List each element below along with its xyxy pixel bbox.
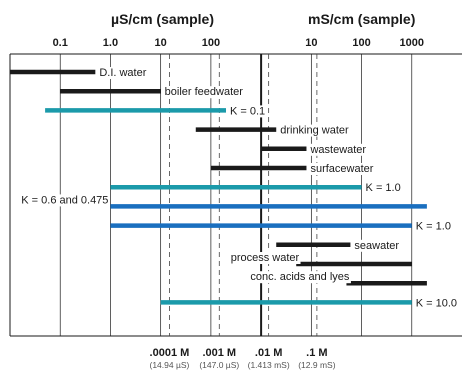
range-label-background [279, 124, 351, 137]
concentration-sublabel: (147.0 µS) [199, 360, 239, 370]
range-label-background [249, 271, 351, 284]
range-label: D.I. water [99, 67, 146, 79]
range-label-background [308, 143, 368, 156]
range-label-background [309, 163, 375, 175]
concentration-marker-lines [169, 54, 318, 336]
x-tick-label: 100 [352, 37, 370, 49]
concentration-sublabel: (12.9 mS) [298, 360, 335, 370]
range-label-background [98, 67, 148, 79]
decade-gridlines [59, 54, 413, 336]
range-label: boiler feedwater [165, 86, 244, 98]
concentration-labels: .0001 M(14.94 µS).001 M(147.0 µS).01 M(1… [149, 347, 335, 370]
concentration-sublabel: (1.413 mS) [248, 360, 290, 370]
range-label: conc. acids and lyes [250, 271, 350, 283]
x-tick-label: 0.1 [53, 37, 68, 49]
concentration-label: .0001 M [150, 347, 190, 359]
range-label-background [414, 297, 459, 310]
range-label: K = 1.0 [416, 221, 451, 233]
x-tick-label: 10 [305, 37, 317, 49]
x-tick-label: 1.0 [103, 37, 118, 49]
left-unit-header: µS/cm (sample) [111, 11, 214, 27]
range-label: process water [231, 252, 300, 264]
concentration-label: .01 M [255, 347, 283, 359]
range-label: K = 0.1 [230, 105, 265, 117]
x-tick-label: 100 [202, 37, 220, 49]
range-label-background [364, 182, 402, 195]
range-label-background [414, 220, 452, 233]
range-label: wastewater [309, 144, 366, 156]
range-label: K = 10.0 [416, 297, 457, 309]
x-tick-label: 10 [155, 37, 167, 49]
range-bars: D.I. water boiler feedwater K = 0.1 drinkin… [10, 67, 459, 310]
range-label-background [20, 194, 110, 207]
range-label: surfacewater [310, 163, 373, 175]
concentration-label: .001 M [202, 347, 236, 359]
right-unit-header: mS/cm (sample) [308, 11, 415, 27]
range-label: seawater [354, 240, 399, 252]
range-label-background [229, 105, 267, 118]
range-label-background [163, 86, 245, 99]
range-label-background [353, 239, 401, 252]
concentration-label: .1 M [306, 347, 327, 359]
concentration-sublabel: (14.94 µS) [149, 360, 189, 370]
x-tick-label: 1000 [400, 37, 424, 49]
range-label-background [229, 252, 301, 264]
range-label: K = 0.6 and 0.475 [21, 194, 108, 206]
range-label: K = 1.0 [366, 182, 401, 194]
range-label: drinking water [280, 125, 349, 137]
x-axis-tick-labels: 0.1 1.0 10 100 10 100 1000 [53, 37, 424, 49]
